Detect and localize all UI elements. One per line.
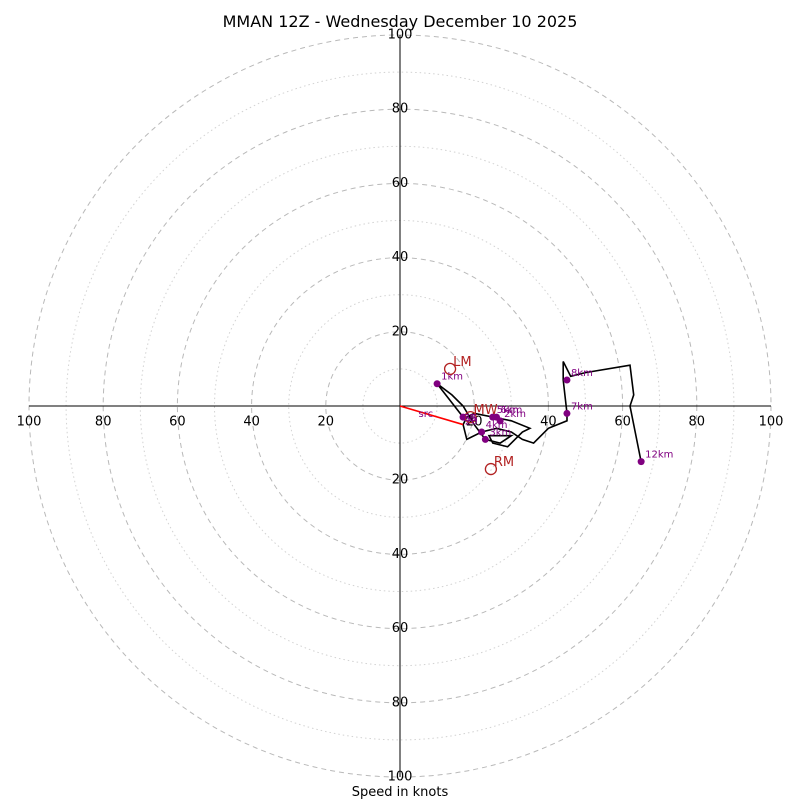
height-marker bbox=[478, 428, 486, 436]
storm-motion-label: RM bbox=[494, 455, 514, 470]
height-marker bbox=[433, 380, 441, 388]
shear-vector bbox=[399, 405, 464, 426]
extra-label: 1S bbox=[465, 413, 478, 424]
storm-motion-marker bbox=[443, 362, 457, 376]
tick-label: 80 bbox=[95, 415, 112, 430]
tick-label: 40 bbox=[392, 547, 409, 562]
tick-label: 20 bbox=[392, 473, 409, 488]
tick-label: 60 bbox=[169, 415, 186, 430]
height-marker-label: 5km bbox=[497, 405, 519, 416]
height-marker-label: 12km bbox=[645, 450, 673, 461]
tick-label: 40 bbox=[392, 250, 409, 265]
tick-label: 80 bbox=[392, 695, 409, 710]
tick-label: 60 bbox=[392, 621, 409, 636]
height-marker-label: 7km bbox=[571, 401, 593, 412]
height-marker-label: 6km bbox=[500, 405, 522, 416]
tick-label: 100 bbox=[759, 415, 784, 430]
height-marker bbox=[637, 458, 645, 466]
tick-label: 40 bbox=[540, 415, 557, 430]
extra-label: src bbox=[419, 409, 434, 420]
storm-motion-vectors: LM RM MW bbox=[443, 355, 514, 476]
chart-title: MMAN 12Z - Wednesday December 10 2025 bbox=[223, 12, 578, 31]
tick-label: 80 bbox=[689, 415, 706, 430]
storm-motion-label: MW bbox=[473, 403, 497, 418]
tick-label: 60 bbox=[392, 176, 409, 191]
tick-label: 20 bbox=[318, 415, 335, 430]
storm-motion-marker bbox=[484, 462, 498, 476]
height-marker bbox=[492, 413, 500, 421]
tick-label: 20 bbox=[392, 324, 409, 339]
storm-motion-marker bbox=[464, 410, 477, 424]
storm-motion-label: LM bbox=[453, 355, 471, 370]
tick-label: 100 bbox=[388, 770, 413, 785]
height-marker-label: 4km bbox=[486, 420, 508, 431]
hodograph-line bbox=[436, 361, 642, 462]
height-marker-label: 3km bbox=[489, 427, 511, 438]
tick-label: 100 bbox=[388, 28, 413, 43]
height-marker bbox=[563, 409, 571, 417]
x-axis-label: Speed in knots bbox=[352, 785, 449, 800]
extra-label: EB bbox=[463, 413, 476, 424]
tick-label: 80 bbox=[392, 102, 409, 117]
height-marker-label: 8km bbox=[571, 368, 593, 379]
hodograph-series bbox=[436, 361, 642, 462]
tick-label: 60 bbox=[614, 415, 631, 430]
tick-label: 100 bbox=[17, 415, 42, 430]
tick-label: 40 bbox=[243, 415, 260, 430]
height-marker bbox=[481, 435, 489, 443]
extra-label: 20 bbox=[465, 417, 478, 428]
height-marker bbox=[563, 376, 571, 384]
height-marker-label: 2km bbox=[504, 409, 526, 420]
height-marker-label: 1km bbox=[441, 372, 463, 383]
shear-vector-group bbox=[399, 405, 464, 426]
